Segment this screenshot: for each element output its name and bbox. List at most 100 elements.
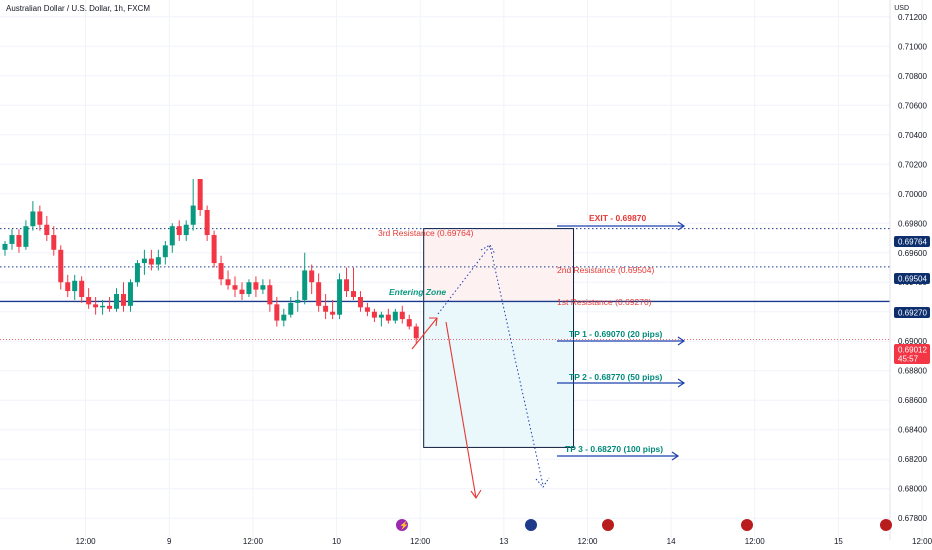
candle-body	[330, 311, 336, 315]
y-tick-label: 0.68800	[898, 367, 927, 376]
tp2-arrow-head	[677, 378, 686, 388]
level-3-badge	[894, 236, 930, 247]
candle-body	[23, 226, 29, 247]
candle-body	[309, 270, 315, 283]
candle-body	[197, 179, 203, 210]
second-resistance-label: 2nd Resistance (0.69504)	[557, 265, 655, 275]
arrows	[411, 221, 686, 499]
candle-body	[351, 291, 356, 297]
candle-body	[141, 258, 147, 264]
target-zone-fill	[423, 301, 574, 448]
candle-body	[344, 279, 350, 292]
x-tick-label: 12:00	[410, 537, 431, 546]
candle-body	[9, 235, 15, 244]
tp2-label: TP 2 - 0.68770 (50 pips)	[569, 372, 663, 382]
lightning-event-icon[interactable]	[396, 519, 408, 531]
candle-body	[337, 279, 343, 315]
flag-us-icon-1[interactable]	[602, 519, 614, 531]
flag-us-icon-2[interactable]	[741, 519, 753, 531]
candle-body	[316, 282, 322, 306]
current-price-text: 0.69012	[898, 346, 927, 355]
candle-body	[37, 211, 43, 225]
y-tick-label: 0.69800	[898, 219, 927, 228]
stop-zone-fill	[423, 228, 574, 302]
annotations: 3rd Resistance (0.69764) 2nd Resistance …	[378, 213, 663, 454]
y-tick-label: 0.67800	[898, 514, 927, 523]
candle-body	[239, 289, 245, 295]
candle-body	[295, 299, 301, 303]
candle-body	[253, 282, 259, 290]
candle-body	[288, 302, 294, 315]
y-tick-label: 0.68000	[898, 485, 927, 494]
tp1-arrow-head	[677, 336, 686, 346]
y-tick-label: 0.70000	[898, 190, 927, 199]
exit-label: EXIT - 0.69870	[589, 213, 646, 223]
candle-body	[72, 280, 78, 292]
candle-body	[378, 314, 384, 318]
candle-body	[114, 294, 120, 309]
y-tick-label: 0.70600	[898, 101, 927, 110]
chart-title: Australian Dollar / U.S. Dollar, 1h, FXC…	[6, 4, 151, 13]
x-tick-label: 12:00	[577, 537, 598, 546]
candle-body	[399, 311, 405, 320]
candle-body	[183, 224, 189, 236]
y-tick-label: 0.69000	[898, 337, 927, 346]
level-2-badge	[894, 273, 930, 284]
time-axis: 12:00912:001012:001312:001412:001512:001…	[76, 537, 932, 546]
candle-body	[204, 209, 210, 236]
level-1-badge-text: 0.69270	[898, 309, 927, 318]
candle-body	[44, 224, 50, 236]
x-tick-label: 12:00	[912, 537, 932, 546]
candle-body	[51, 235, 57, 250]
tp3-arrow-head	[671, 451, 680, 461]
y-tick-label: 0.71000	[898, 42, 927, 51]
trade-zone	[423, 228, 575, 448]
third-resistance-label: 3rd Resistance (0.69764)	[378, 228, 474, 238]
candle-body	[65, 282, 71, 292]
y-tick-label: 0.68200	[898, 455, 927, 464]
trade-zone-border	[423, 228, 575, 448]
candle-body	[2, 243, 8, 250]
drop-arrow-head	[470, 489, 482, 499]
candle-body	[148, 258, 154, 265]
x-tick-label: 12:00	[745, 537, 766, 546]
candle-body	[246, 282, 252, 295]
projected-path	[437, 244, 544, 486]
flag-au-icon[interactable]	[525, 519, 537, 531]
candle-body	[58, 249, 64, 283]
candle-body	[134, 263, 140, 283]
candle-body	[385, 314, 391, 321]
candle-body	[364, 307, 370, 312]
event-markers: ⚡	[396, 519, 892, 531]
candle-body	[86, 296, 92, 305]
candle-body	[107, 305, 113, 309]
x-tick-label: 14	[667, 537, 676, 546]
price-badges: 0.69764 0.69504 0.69270 0.69012 45:57	[894, 236, 930, 364]
candle-body	[323, 305, 329, 312]
level-3-badge-text: 0.69764	[898, 238, 927, 247]
candle-body	[357, 296, 363, 308]
level-2-badge-text: 0.69504	[898, 275, 927, 284]
current-price-badge	[894, 344, 930, 364]
exit-arrow-head	[677, 221, 686, 231]
lightning-glyph-icon: ⚡	[399, 520, 409, 530]
y-tick-label: 0.69600	[898, 249, 927, 258]
candle-body	[260, 285, 266, 290]
candle-body	[127, 282, 133, 306]
candle-body	[281, 314, 287, 321]
projected-path-head-bottom	[535, 477, 550, 488]
entry-arrow-up-head	[429, 317, 438, 327]
y-tick-label: 0.70800	[898, 72, 927, 81]
candle-body	[406, 319, 412, 327]
y-tick-label: 0.71200	[898, 13, 927, 22]
candle-body	[155, 257, 161, 265]
candle-body	[176, 226, 182, 236]
candles	[2, 179, 419, 345]
candle-body	[93, 304, 99, 308]
x-tick-label: 10	[332, 537, 341, 546]
flag-us-icon-3[interactable]	[880, 519, 892, 531]
currency-label: USD	[894, 5, 909, 12]
candle-body	[30, 211, 36, 227]
x-tick-label: 9	[167, 537, 172, 546]
candle-body	[162, 245, 168, 258]
